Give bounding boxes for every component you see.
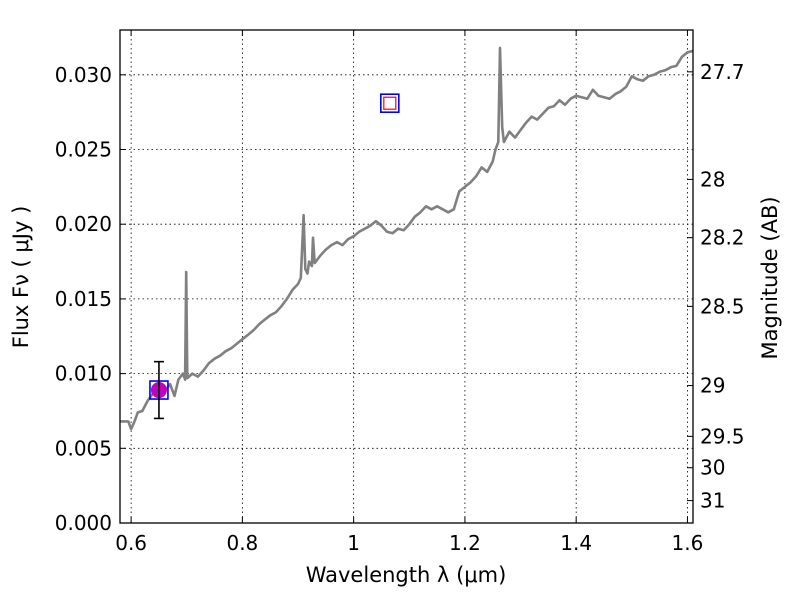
y-tick-label: 0.010 [55, 362, 112, 386]
x-axis-label: Wavelength λ (μm) [306, 563, 507, 587]
observed-square-2 [380, 93, 400, 114]
y-axis-label: Flux Fν ( μJy ) [9, 206, 33, 349]
grid-lines [120, 30, 693, 523]
axis-tick-labels: 0.6 0.8 1 1.2 1.4 1.6 0.000 0.005 0.010 0.015 0.02… [55, 60, 745, 555]
x-tick-label: 1 [347, 531, 360, 555]
y2-tick-label: 28 [700, 167, 725, 191]
y-tick-label: 0.005 [55, 436, 112, 460]
y2-tick-label: 31 [700, 489, 725, 513]
x-tick-label: 1.4 [560, 531, 592, 555]
y-tick-label: 0.030 [55, 63, 112, 87]
y2-tick-label: 29.5 [700, 424, 745, 448]
y-tick-label: 0.015 [55, 287, 112, 311]
x-tick-label: 1.6 [672, 531, 704, 555]
y2-tick-label: 30 [700, 456, 725, 480]
photometry-markers [149, 93, 400, 420]
y-tick-label: 0.000 [55, 511, 112, 535]
spectrum-line [120, 46, 693, 431]
y2-tick-label: 28.2 [700, 226, 745, 250]
y2-tick-label: 28.5 [700, 294, 745, 318]
y2-tick-label: 27.7 [700, 60, 745, 84]
model-square-2 [383, 96, 397, 110]
plot-frame [119, 29, 694, 524]
plot-area [120, 46, 693, 431]
y-tick-label: 0.020 [55, 212, 112, 236]
x-tick-label: 0.6 [115, 531, 147, 555]
x-tick-label: 0.8 [226, 531, 258, 555]
right-y-axis-label: Magnitude (AB) [758, 196, 782, 359]
axis-ticks [120, 30, 693, 524]
y2-tick-label: 29 [700, 374, 725, 398]
y-tick-label: 0.025 [55, 138, 112, 162]
x-tick-label: 1.2 [449, 531, 481, 555]
